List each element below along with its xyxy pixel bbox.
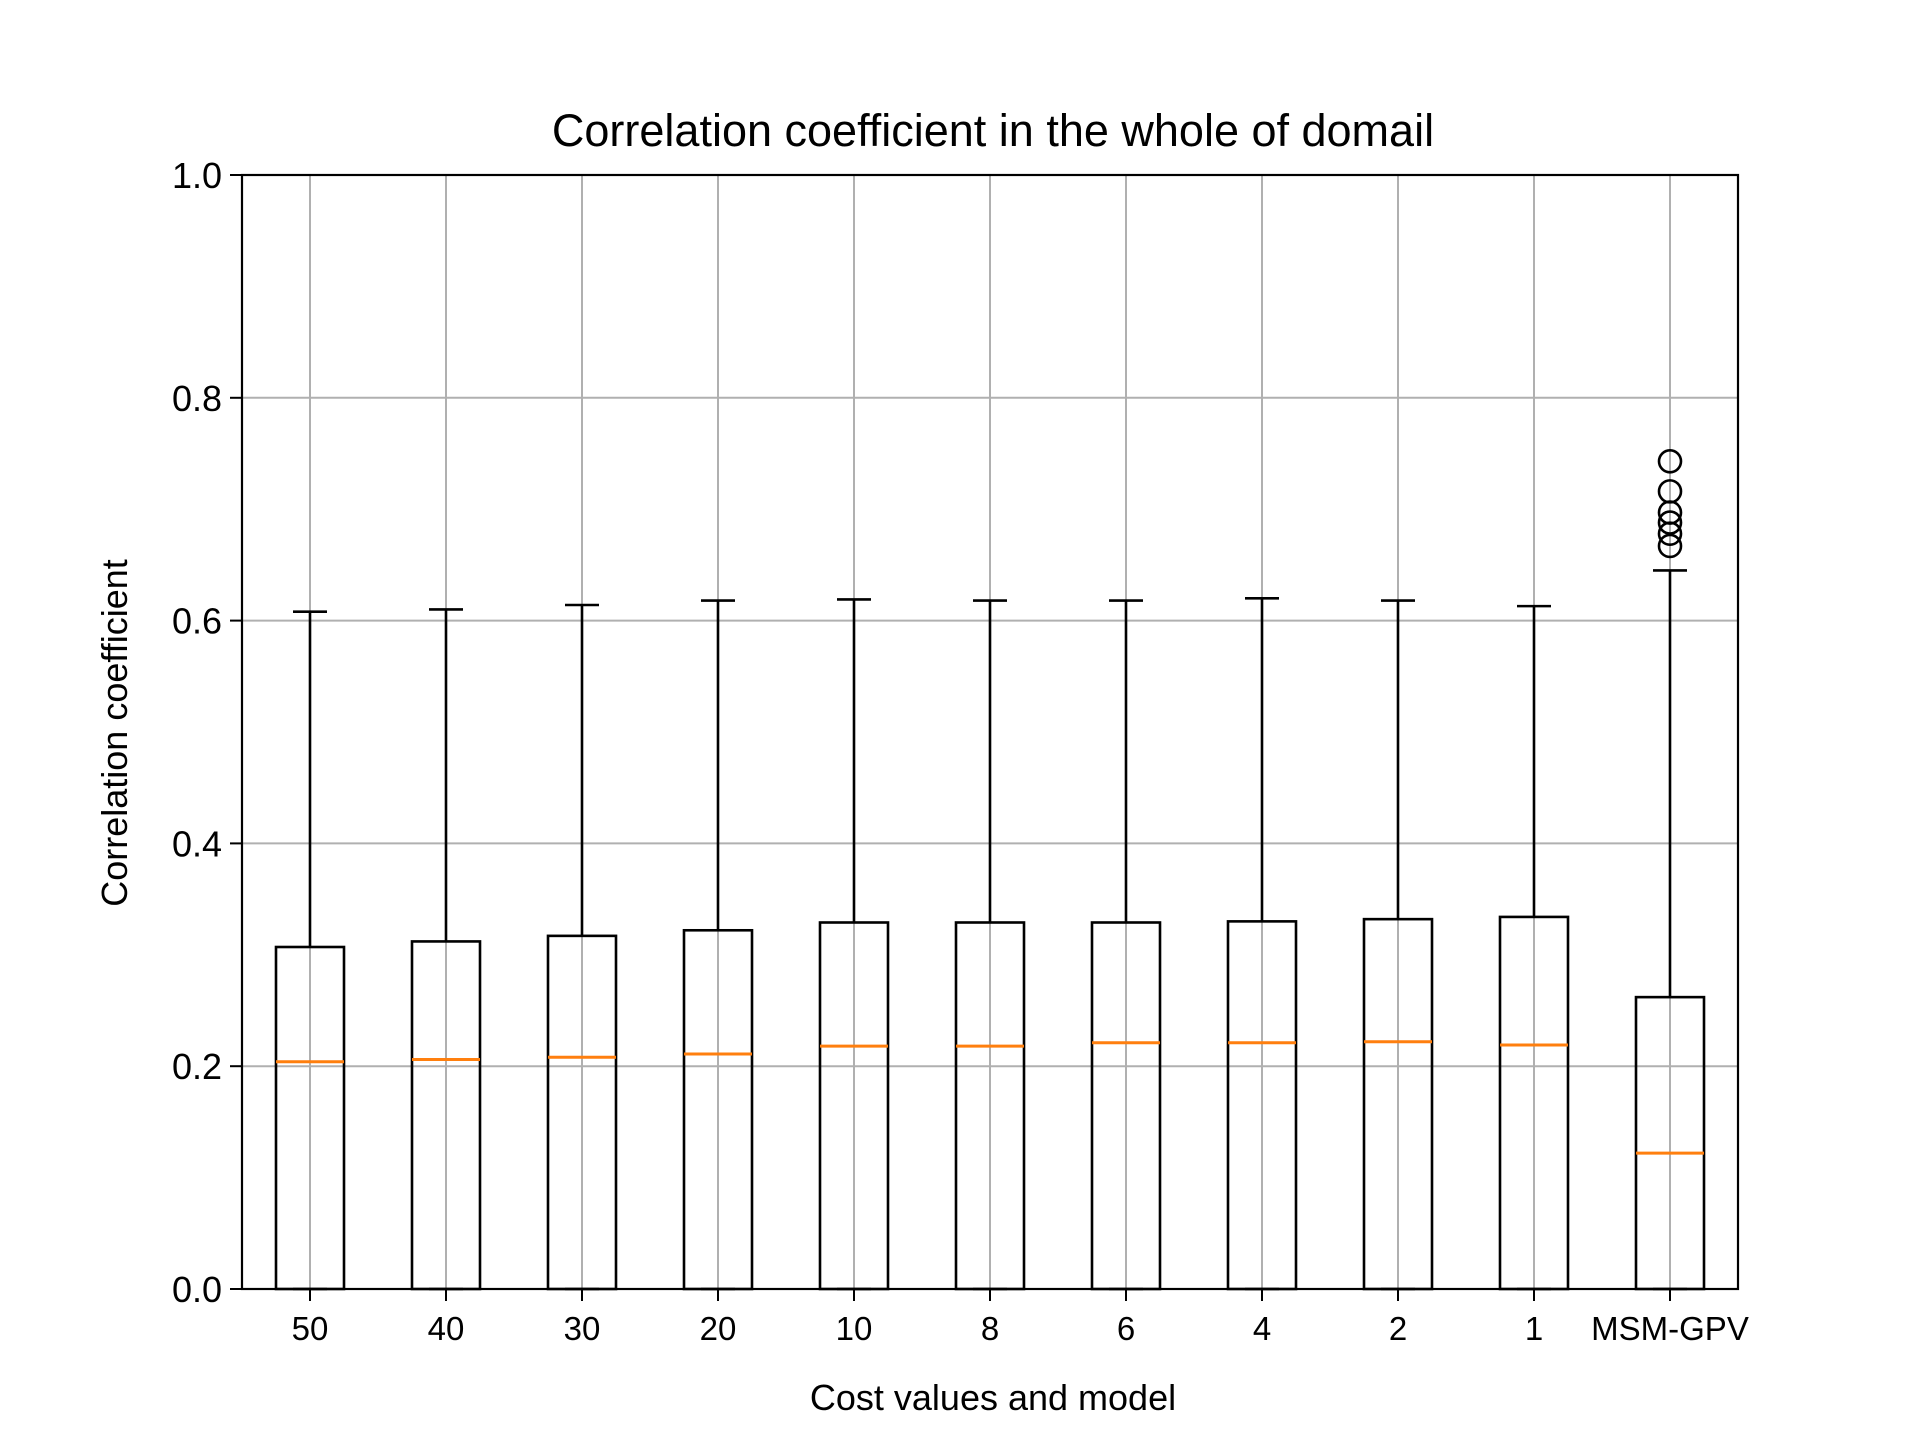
x-axis: 50 40 30 20 10 8 6 4 2 1 MSM-GPV: [292, 1289, 1749, 1347]
y-axis: 0.0 0.2 0.4 0.6 0.8 1.0: [172, 155, 242, 1310]
chart-title: Correlation coefficient in the whole of …: [552, 105, 1434, 156]
x-tick-label: 30: [564, 1310, 601, 1347]
x-tick-label: 20: [700, 1310, 737, 1347]
x-tick-label: 10: [836, 1310, 873, 1347]
outlier-point: [1657, 521, 1683, 547]
outlier-point: [1657, 533, 1683, 559]
y-tick-label: 0.8: [172, 378, 222, 419]
x-tick-label: 50: [292, 1310, 329, 1347]
outlier-point: [1657, 448, 1683, 474]
y-axis-label: Correlation coefficient: [94, 559, 135, 907]
y-tick-label: 1.0: [172, 155, 222, 196]
x-tick-label: 6: [1117, 1310, 1135, 1347]
x-tick-label: 8: [981, 1310, 999, 1347]
x-tick-label: 1: [1525, 1310, 1543, 1347]
y-tick-label: 0.4: [172, 823, 222, 864]
x-tick-label: 2: [1389, 1310, 1407, 1347]
y-tick-label: 0.0: [172, 1269, 222, 1310]
x-tick-label: 4: [1253, 1310, 1271, 1347]
y-tick-label: 0.2: [172, 1046, 222, 1087]
x-tick-label: MSM-GPV: [1591, 1310, 1749, 1347]
outlier-point: [1657, 510, 1683, 535]
x-axis-label: Cost values and model: [810, 1377, 1176, 1418]
x-tick-label: 40: [428, 1310, 465, 1347]
y-tick-label: 0.6: [172, 601, 222, 642]
